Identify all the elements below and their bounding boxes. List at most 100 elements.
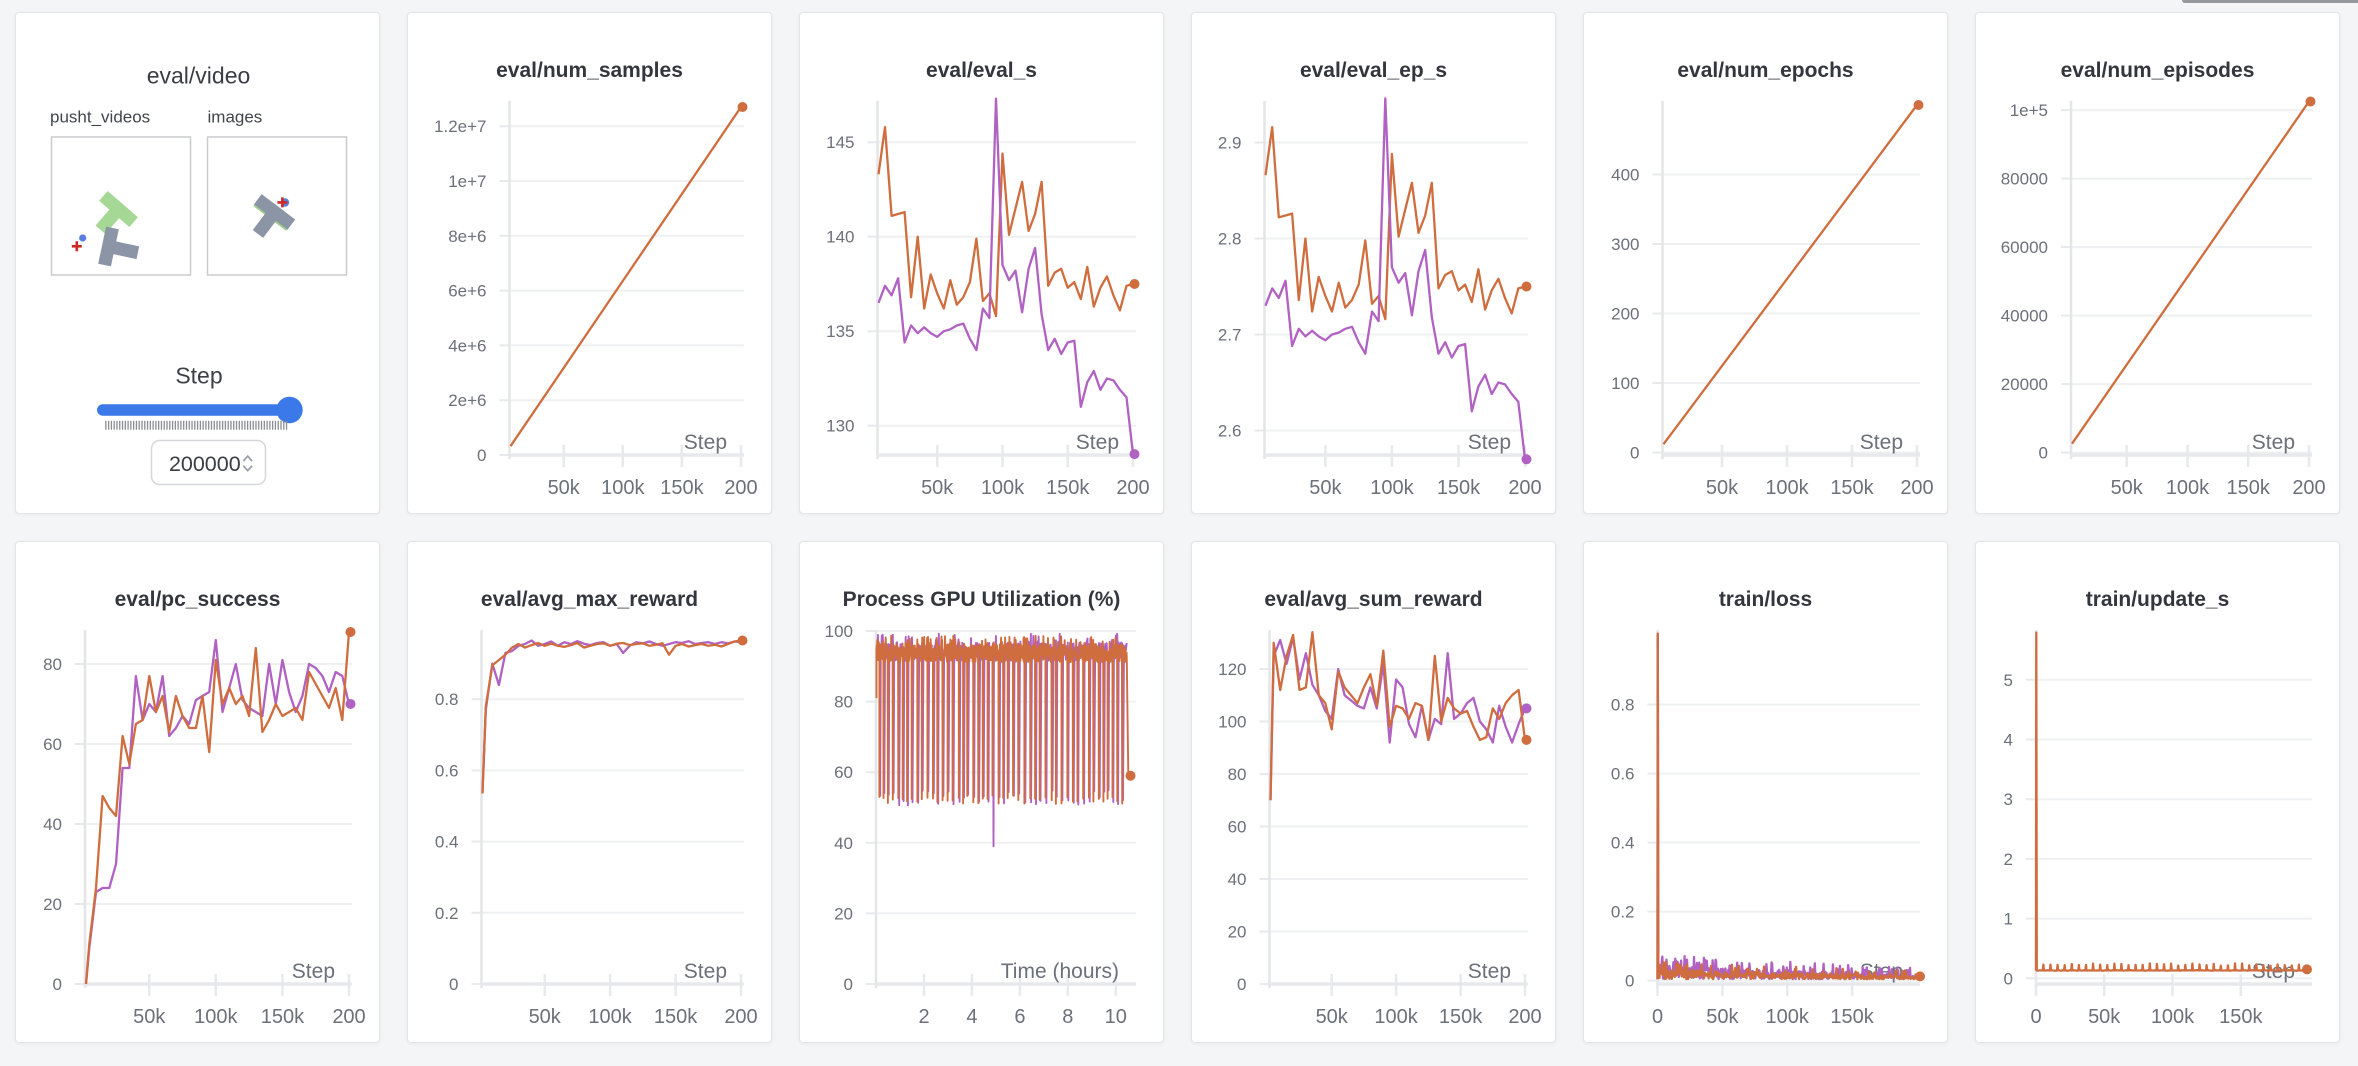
svg-text:150k: 150k [2219, 1006, 2263, 1028]
svg-text:200: 200 [1611, 305, 1639, 324]
svg-text:0.6: 0.6 [435, 761, 459, 780]
svg-text:50k: 50k [1706, 477, 1739, 499]
svg-text:20: 20 [1228, 923, 1247, 942]
svg-text:50k: 50k [921, 477, 954, 499]
svg-text:0: 0 [2030, 1006, 2041, 1028]
svg-text:1.2e+7: 1.2e+7 [434, 117, 486, 136]
svg-text:4: 4 [2004, 731, 2013, 750]
svg-text:50k: 50k [1316, 1006, 1349, 1028]
svg-text:100: 100 [1218, 713, 1246, 732]
svg-text:100k: 100k [2151, 1006, 2195, 1028]
svg-text:50k: 50k [548, 477, 581, 499]
svg-text:300: 300 [1611, 235, 1639, 254]
svg-text:150k: 150k [1830, 477, 1874, 499]
svg-text:0: 0 [449, 975, 458, 994]
svg-text:150k: 150k [1046, 477, 1090, 499]
svg-text:50k: 50k [2111, 477, 2144, 499]
svg-text:0.2: 0.2 [435, 904, 459, 923]
svg-text:100: 100 [825, 622, 853, 641]
svg-text:0: 0 [477, 446, 486, 465]
svg-text:Step: Step [175, 363, 222, 389]
svg-text:0: 0 [2004, 969, 2013, 988]
svg-text:20: 20 [43, 895, 62, 914]
svg-text:Process GPU Utilization (%): Process GPU Utilization (%) [843, 588, 1121, 611]
svg-text:50k: 50k [133, 1006, 166, 1028]
svg-text:100k: 100k [981, 477, 1025, 499]
svg-text:eval/pc_success: eval/pc_success [115, 588, 281, 611]
svg-text:train/loss: train/loss [1719, 588, 1812, 611]
svg-text:0: 0 [1630, 444, 1639, 463]
svg-text:eval/eval_s: eval/eval_s [926, 59, 1037, 82]
svg-text:eval/video: eval/video [147, 63, 251, 89]
svg-text:50k: 50k [1706, 1006, 1739, 1028]
svg-text:40: 40 [834, 834, 853, 853]
svg-text:5: 5 [2004, 671, 2013, 690]
svg-text:130: 130 [826, 417, 854, 436]
svg-text:100k: 100k [588, 1006, 632, 1028]
svg-text:2: 2 [918, 1006, 929, 1028]
svg-text:0: 0 [1625, 972, 1634, 991]
svg-text:0: 0 [844, 975, 853, 994]
svg-text:eval/avg_sum_reward: eval/avg_sum_reward [1264, 588, 1482, 611]
svg-text:6e+6: 6e+6 [448, 282, 486, 301]
svg-text:eval/num_epochs: eval/num_epochs [1677, 59, 1853, 82]
svg-text:200: 200 [724, 1006, 757, 1028]
svg-text:Step: Step [1076, 431, 1119, 454]
svg-text:400: 400 [1611, 166, 1639, 185]
svg-text:100k: 100k [1374, 1006, 1418, 1028]
svg-text:train/update_s: train/update_s [2086, 588, 2230, 611]
svg-text:200: 200 [1900, 477, 1933, 499]
svg-text:80: 80 [834, 693, 853, 712]
svg-text:1e+5: 1e+5 [2010, 101, 2048, 120]
svg-text:100k: 100k [194, 1006, 238, 1028]
svg-text:150k: 150k [261, 1006, 305, 1028]
svg-text:Step: Step [2252, 431, 2295, 454]
svg-text:80: 80 [1228, 765, 1247, 784]
svg-text:20: 20 [834, 904, 853, 923]
svg-text:20000: 20000 [2001, 375, 2048, 394]
svg-text:Step: Step [1468, 431, 1511, 454]
svg-text:100k: 100k [601, 477, 645, 499]
svg-text:135: 135 [826, 322, 854, 341]
svg-text:0: 0 [1652, 1006, 1663, 1028]
svg-text:200: 200 [724, 477, 757, 499]
svg-text:150k: 150k [660, 477, 704, 499]
svg-text:pusht_videos: pusht_videos [50, 108, 150, 127]
svg-text:eval/num_samples: eval/num_samples [496, 59, 683, 82]
svg-text:150k: 150k [1439, 1006, 1483, 1028]
svg-text:50k: 50k [1309, 477, 1342, 499]
svg-text:100k: 100k [1370, 477, 1414, 499]
svg-text:0.2: 0.2 [1611, 903, 1635, 922]
svg-text:100: 100 [1611, 374, 1639, 393]
svg-text:0: 0 [1237, 975, 1246, 994]
svg-text:40: 40 [1228, 870, 1247, 889]
svg-text:80: 80 [43, 655, 62, 674]
svg-text:50k: 50k [529, 1006, 562, 1028]
svg-text:4e+6: 4e+6 [448, 336, 486, 355]
svg-text:50k: 50k [2088, 1006, 2121, 1028]
svg-text:Step: Step [292, 960, 335, 983]
svg-text:100k: 100k [1765, 477, 1809, 499]
svg-text:0: 0 [2039, 444, 2048, 463]
svg-text:0.4: 0.4 [435, 833, 459, 852]
svg-text:145: 145 [826, 133, 854, 152]
svg-text:60000: 60000 [2001, 238, 2048, 257]
svg-text:200: 200 [1508, 1006, 1541, 1028]
svg-text:Step: Step [684, 960, 727, 983]
svg-text:eval/eval_ep_s: eval/eval_ep_s [1300, 59, 1447, 82]
svg-text:eval/num_episodes: eval/num_episodes [2061, 59, 2255, 82]
svg-text:4: 4 [966, 1006, 977, 1028]
svg-text:150k: 150k [654, 1006, 698, 1028]
svg-text:Time (hours): Time (hours) [1001, 960, 1119, 983]
svg-text:2.7: 2.7 [1218, 326, 1242, 345]
svg-text:40: 40 [43, 815, 62, 834]
svg-text:150k: 150k [1830, 1006, 1874, 1028]
svg-text:eval/avg_max_reward: eval/avg_max_reward [481, 588, 698, 611]
svg-text:200000: 200000 [169, 452, 241, 476]
svg-text:8: 8 [1062, 1006, 1073, 1028]
svg-text:3: 3 [2004, 790, 2013, 809]
svg-text:2.9: 2.9 [1218, 134, 1242, 153]
svg-text:200: 200 [332, 1006, 365, 1028]
svg-text:6: 6 [1014, 1006, 1025, 1028]
svg-text:140: 140 [826, 228, 854, 247]
